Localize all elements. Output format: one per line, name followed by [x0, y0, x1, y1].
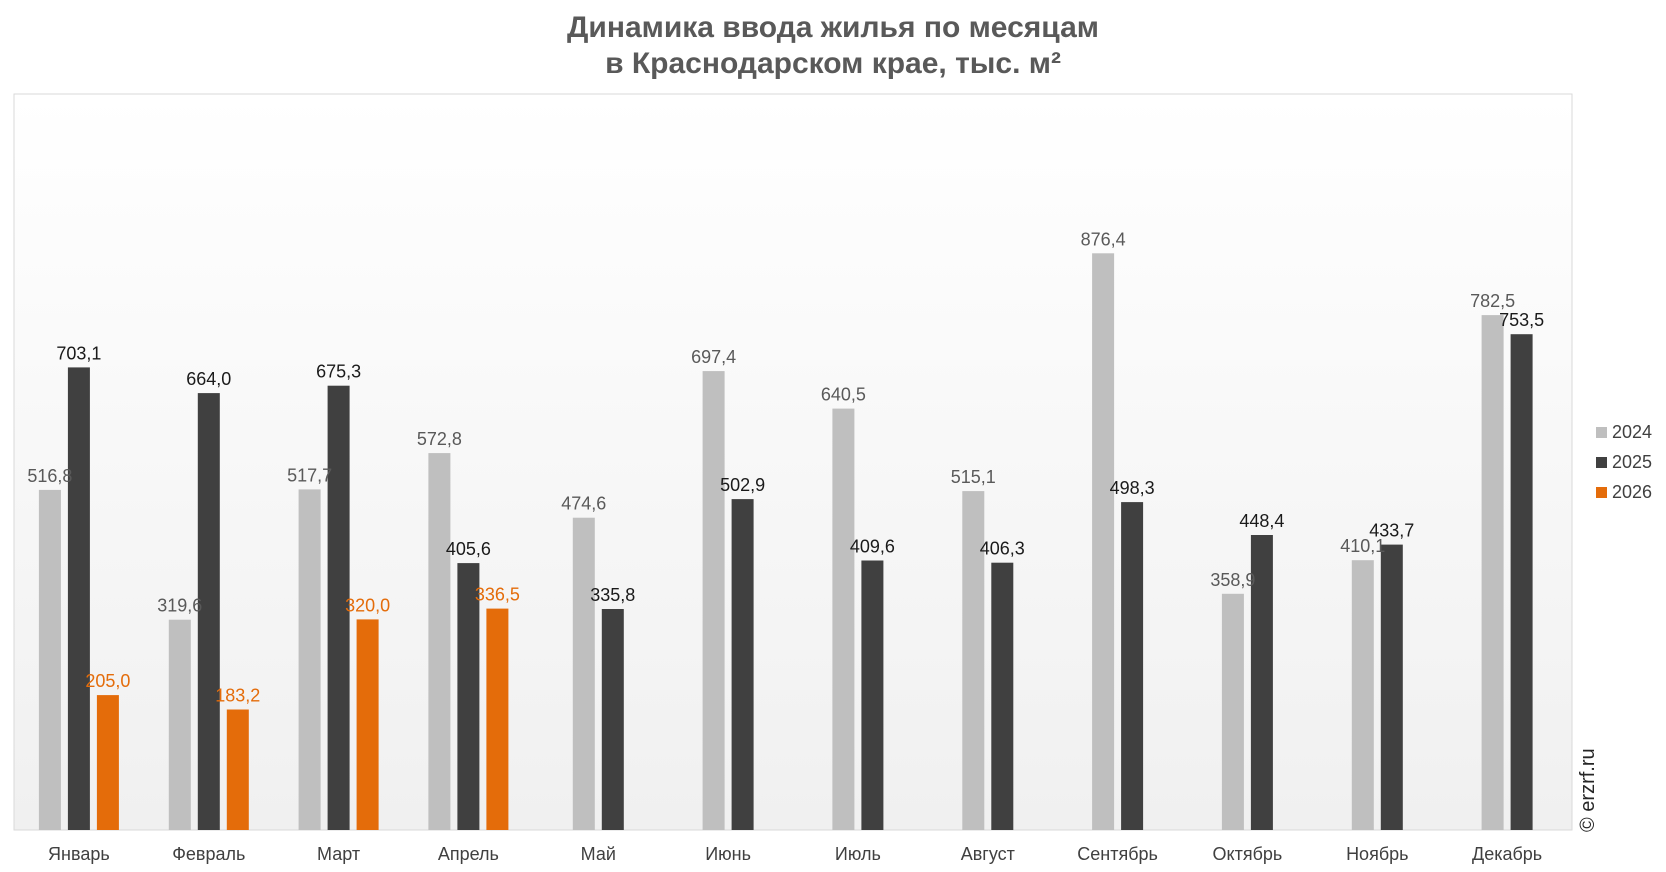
bar-2025-nov [1380, 544, 1403, 830]
value-label-2025-jul: 409,6 [850, 537, 895, 557]
value-label-2026-mar: 320,0 [345, 595, 390, 615]
value-label-2025-dec: 753,5 [1499, 310, 1544, 330]
bar-2024-jul [832, 408, 855, 830]
legend-label-2026: 2026 [1612, 482, 1652, 502]
x-tick-label-aug: Август [961, 844, 1015, 864]
chart-title-line-2: в Краснодарском крае, тыс. м² [605, 47, 1061, 80]
value-label-2024-dec: 782,5 [1470, 291, 1515, 311]
value-label-2024-apr: 572,8 [417, 429, 462, 449]
bar-2024-oct [1221, 593, 1244, 830]
value-label-2025-apr: 405,6 [446, 539, 491, 559]
bar-2025-dec [1510, 334, 1533, 830]
value-label-2026-feb: 183,2 [215, 686, 260, 706]
value-label-2026-apr: 336,5 [475, 585, 520, 605]
value-label-2024-may: 474,6 [561, 494, 606, 514]
x-tick-label-feb: Февраль [172, 844, 245, 864]
x-tick-label-mar: Март [317, 844, 360, 864]
bar-2025-oct [1250, 535, 1273, 830]
value-label-2025-sep: 498,3 [1110, 478, 1155, 498]
bar-2024-dec [1481, 315, 1504, 831]
value-label-2024-jan: 516,8 [27, 466, 72, 486]
bar-2024-apr [428, 453, 451, 830]
x-tick-label-may: Май [581, 844, 616, 864]
bar-2026-feb [226, 709, 249, 830]
value-label-2024-nov: 410,1 [1340, 536, 1385, 556]
bars-layer [38, 253, 1533, 831]
watermark: © erzrf.ru [1577, 748, 1599, 832]
bar-2025-sep [1121, 502, 1144, 830]
bar-2025-jun [731, 499, 754, 830]
legend-label-2025: 2025 [1612, 452, 1652, 472]
x-axis-tick-labels: Январь Февраль Март Апрель Май Июнь Июль Август… [48, 844, 1542, 864]
value-label-2024-mar: 517,7 [287, 465, 332, 485]
x-tick-label-jan: Январь [48, 844, 110, 864]
bar-2024-aug [962, 491, 985, 830]
x-tick-label-jul: Июль [835, 844, 881, 864]
value-label-2024-feb: 319,6 [157, 596, 202, 616]
bar-2024-sep [1092, 253, 1115, 831]
value-label-2025-mar: 675,3 [316, 362, 361, 382]
legend-swatch-2026 [1596, 487, 1607, 498]
bar-2025-jul [861, 560, 884, 830]
chart-title-line-1: Динамика ввода жилья по месяцам [567, 11, 1099, 44]
x-tick-label-dec: Декабрь [1472, 844, 1542, 864]
value-label-2024-oct: 358,9 [1210, 570, 1255, 590]
value-label-2025-jun: 502,9 [720, 475, 765, 495]
legend-swatch-2025 [1596, 457, 1607, 468]
x-tick-label-oct: Октябрь [1213, 844, 1283, 864]
x-tick-label-jun: Июнь [705, 844, 751, 864]
value-label-2025-aug: 406,3 [980, 539, 1025, 559]
value-label-2025-feb: 664,0 [186, 369, 231, 389]
legend-label-2024: 2024 [1612, 422, 1652, 442]
bar-2025-jan [67, 367, 90, 830]
value-label-2026-jan: 205,0 [85, 671, 130, 691]
value-label-2024-jul: 640,5 [821, 385, 866, 405]
bar-2026-jan [96, 695, 119, 830]
plot-area [13, 93, 1573, 831]
bar-2025-apr [457, 563, 480, 830]
x-tick-label-apr: Апрель [438, 844, 499, 864]
value-label-2024-sep: 876,4 [1081, 229, 1126, 249]
bar-2024-mar [298, 489, 321, 830]
value-label-2025-may: 335,8 [590, 585, 635, 605]
bar-2024-jun [702, 371, 725, 830]
legend-swatch-2024 [1596, 427, 1607, 438]
x-tick-label-sep: Сентябрь [1077, 844, 1158, 864]
bar-2025-may [601, 609, 624, 830]
x-tick-label-nov: Ноябрь [1346, 844, 1408, 864]
bar-2026-apr [486, 608, 509, 830]
value-label-2025-nov: 433,7 [1369, 521, 1414, 541]
bar-2025-aug [991, 562, 1014, 830]
value-label-2024-jun: 697,4 [691, 347, 736, 367]
value-label-2024-aug: 515,1 [951, 467, 996, 487]
value-label-2025-oct: 448,4 [1239, 511, 1284, 531]
value-label-2025-jan: 703,1 [56, 343, 101, 363]
value-labels-layer: 516,8 703,1 205,0 319,6 664,0 183,2 517,7 675,3… [27, 229, 1544, 705]
bar-2024-jan [38, 489, 61, 830]
legend: 2024 2025 2026 [1596, 422, 1652, 502]
bar-2025-feb [197, 393, 220, 830]
bar-2026-mar [356, 619, 379, 830]
bar-2024-nov [1351, 560, 1374, 830]
bar-2024-may [572, 517, 595, 830]
bar-2025-mar [327, 385, 350, 830]
bar-2024-feb [168, 619, 191, 830]
